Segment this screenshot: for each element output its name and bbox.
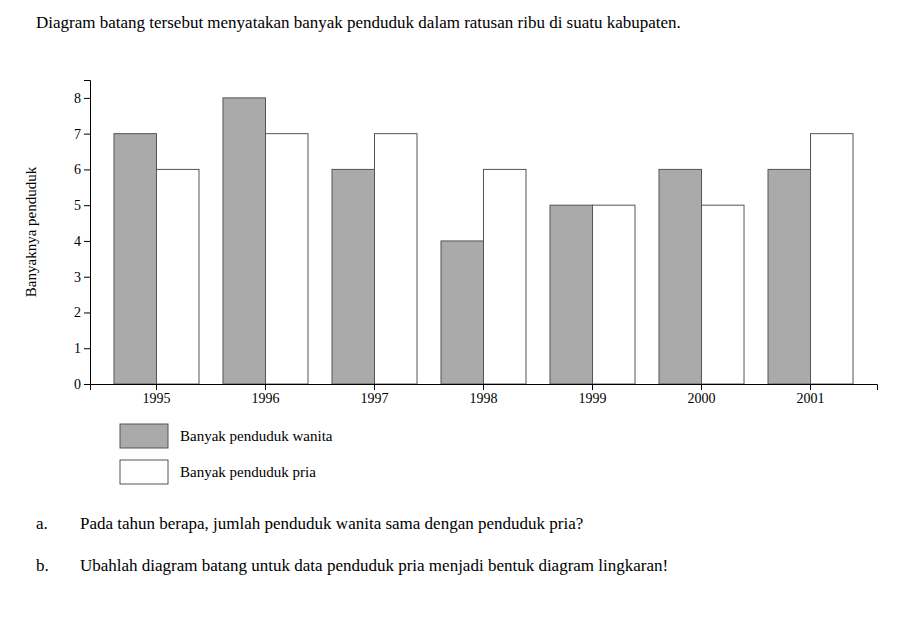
x-axis-line	[91, 385, 878, 391]
x-tick-label: 1997	[360, 391, 388, 406]
y-tick: 0	[74, 377, 90, 392]
annotations: a. Pada tahun berapa, jumlah penduduk wan…	[36, 514, 668, 575]
legend-item: Banyak penduduk wanita	[120, 424, 333, 448]
y-tick: 7	[74, 127, 90, 142]
y-tick: 3	[74, 270, 90, 285]
y-tick-mark	[84, 348, 90, 349]
x-tick: 1996	[251, 384, 279, 406]
bar	[441, 241, 484, 384]
x-tick-label: 2000	[688, 391, 716, 406]
x-tick-mark	[592, 384, 593, 390]
legend: Banyak penduduk wanita Banyak penduduk pr…	[120, 424, 333, 484]
bar	[156, 169, 199, 384]
x-tick: 2001	[797, 384, 825, 406]
y-tick-label: 6	[74, 162, 81, 177]
y-tick-label: 0	[74, 377, 81, 392]
x-tick: 1999	[579, 384, 607, 406]
x-tick-mark	[374, 384, 375, 390]
x-tick: 2000	[688, 384, 716, 406]
y-tick: 1	[74, 341, 90, 356]
y-tick-mark	[84, 241, 90, 242]
legend-swatch	[120, 424, 168, 448]
x-tick-label: 1995	[142, 391, 170, 406]
y-tick-label: 7	[74, 127, 81, 142]
annotation-text: Pada tahun berapa, jumlah penduduk wanit…	[80, 514, 583, 533]
title: Diagram batang tersebut menyatakan banya…	[36, 13, 681, 32]
x-tick-mark	[265, 384, 266, 390]
y-tick-label: 4	[74, 234, 81, 249]
x-tick-mark	[156, 384, 157, 390]
x-tick-label: 1998	[470, 391, 498, 406]
y-tick-label: 5	[74, 198, 81, 213]
bar	[702, 205, 745, 384]
x-axis: 1995 1996 1997 1998 1999 2000 2001	[91, 384, 878, 406]
y-tick: 5	[74, 198, 90, 213]
y-tick-label: 2	[74, 305, 81, 320]
bar	[374, 134, 417, 384]
y-tick-mark	[84, 134, 90, 135]
bars	[114, 98, 853, 384]
bar	[593, 205, 636, 384]
annotation-label: a.	[36, 514, 48, 533]
bar	[114, 134, 157, 384]
x-tick: 1995	[142, 384, 170, 406]
legend-label: Banyak penduduk wanita	[180, 428, 333, 444]
y-tick: 2	[74, 305, 90, 320]
y-tick: 4	[74, 234, 90, 249]
y-tick-label: 8	[74, 91, 81, 106]
annotation-text: Ubahlah diagram batang untuk data pendud…	[80, 556, 668, 575]
bar	[265, 134, 308, 384]
y-axis: 0 1 2 3 4 5 6 7 8	[74, 81, 91, 392]
x-tick-label: 1996	[251, 391, 279, 406]
legend-label: Banyak penduduk pria	[180, 464, 316, 480]
x-tick-mark	[483, 384, 484, 390]
bar	[550, 205, 593, 384]
y-tick-mark	[84, 312, 90, 313]
bar	[659, 169, 702, 384]
bar	[332, 169, 375, 384]
y-tick-mark	[84, 277, 90, 278]
y-tick-mark	[84, 384, 90, 385]
y-tick-mark	[84, 205, 90, 206]
legend-item: Banyak penduduk pria	[120, 460, 316, 484]
annotation-label: b.	[36, 556, 49, 575]
bar	[811, 134, 854, 384]
y-tick-label: 1	[74, 341, 81, 356]
x-tick: 1997	[360, 384, 388, 406]
y-axis-line	[84, 81, 91, 385]
y-tick-mark	[84, 169, 90, 170]
x-tick-mark	[701, 384, 702, 390]
bar	[223, 98, 266, 384]
bar-series	[156, 134, 853, 384]
bar-series	[114, 98, 811, 384]
y-tick-mark	[84, 98, 90, 99]
x-tick-mark	[810, 384, 811, 390]
chart: Diagram batang tersebut menyatakan banya…	[0, 0, 907, 634]
y-tick-label: 3	[74, 270, 81, 285]
y-tick: 6	[74, 162, 90, 177]
bar	[484, 169, 527, 384]
bar	[768, 169, 811, 384]
y-axis-title: Banyaknya penduduk	[23, 166, 39, 297]
y-tick: 8	[74, 91, 90, 106]
x-tick-label: 1999	[579, 391, 607, 406]
x-tick-label: 2001	[797, 391, 825, 406]
legend-swatch	[120, 460, 168, 484]
x-tick: 1998	[470, 384, 498, 406]
